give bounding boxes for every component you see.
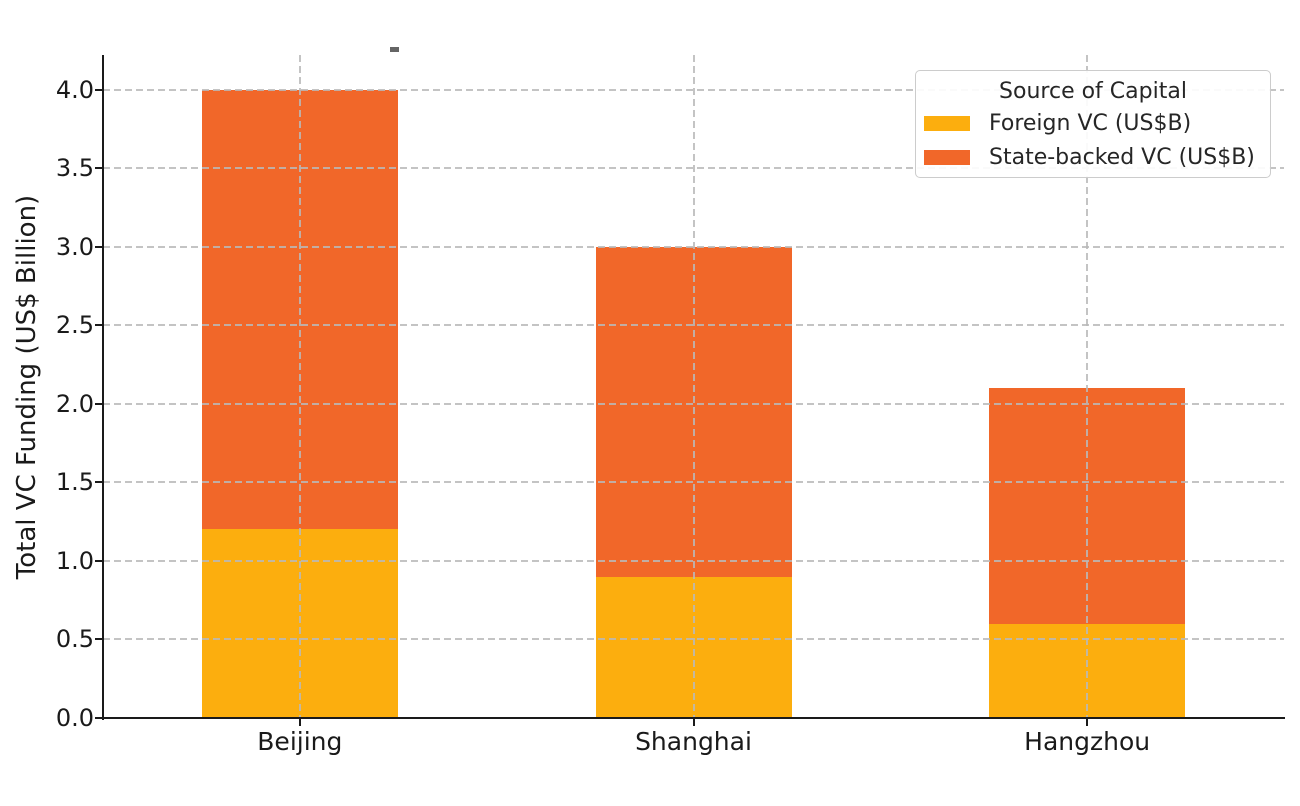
y-tick-label: 1.0 (55, 546, 94, 575)
x-gridline (298, 55, 301, 718)
x-tick-label: Shanghai (635, 727, 752, 756)
state-backed-vc-swatch-icon (924, 149, 970, 165)
y-tick-mark (95, 638, 103, 641)
y-tick-label: 2.0 (55, 389, 94, 418)
broken-title-glyph (390, 47, 399, 52)
y-tick-mark (95, 167, 103, 170)
y-tick-label: 0.5 (55, 625, 94, 654)
x-gridline (1086, 55, 1089, 718)
x-tick-mark (692, 719, 695, 726)
legend-title: Source of Capital (999, 79, 1187, 104)
legend-item-state-backed-vc: State-backed VC (US$B) (916, 140, 1270, 174)
y-axis-spine (102, 55, 104, 720)
y-tick-label: 0.0 (55, 704, 94, 732)
y-tick-mark (95, 324, 103, 327)
y-tick-mark (95, 402, 103, 405)
legend-label-foreign-vc: Foreign VC (US$B) (989, 110, 1192, 136)
x-tick-mark (298, 719, 301, 726)
foreign-vc-swatch-icon (924, 115, 970, 131)
x-gridline (692, 55, 695, 718)
legend-item-foreign-vc: Foreign VC (US$B) (916, 106, 1270, 140)
x-tick-mark (1086, 719, 1089, 726)
y-tick-label: 3.5 (55, 154, 94, 183)
legend-label-state-backed-vc: State-backed VC (US$B) (989, 144, 1255, 170)
x-tick-label: Beijing (257, 727, 343, 756)
x-axis-spine (102, 717, 1285, 719)
y-tick-mark (95, 245, 103, 248)
y-tick-label: 1.5 (55, 468, 94, 497)
y-tick-label: 3.0 (55, 232, 94, 261)
y-tick-mark (95, 481, 103, 484)
legend: Source of Capital Foreign VC (US$B) Stat… (915, 70, 1271, 178)
y-tick-label: 4.0 (55, 75, 94, 104)
y-tick-mark (95, 559, 103, 562)
x-tick-label: Hangzhou (1024, 727, 1151, 756)
y-tick-mark (95, 88, 103, 91)
y-tick-label: 2.5 (55, 311, 94, 340)
y-tick-mark (95, 717, 103, 719)
